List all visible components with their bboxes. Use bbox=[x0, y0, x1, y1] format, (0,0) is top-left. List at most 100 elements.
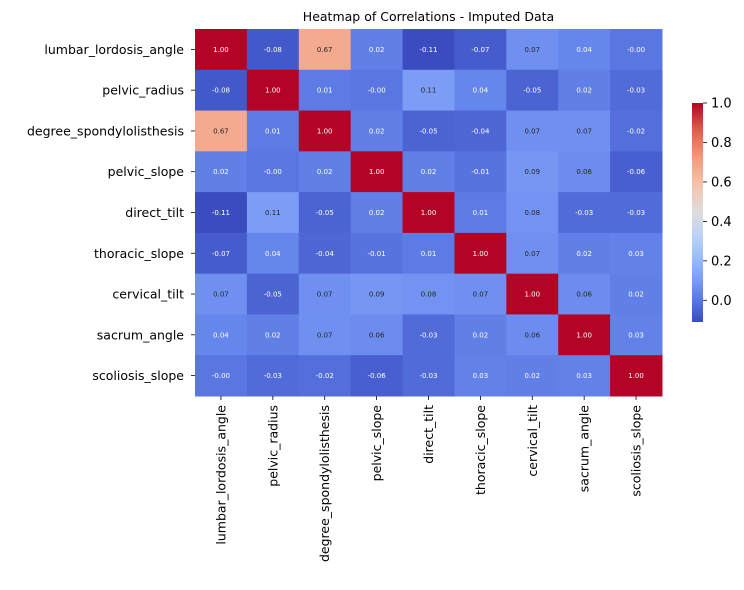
heatmap-cell bbox=[298, 151, 352, 193]
colorbar: 0.0 0.2 0.4 0.6 0.8 1.0 bbox=[692, 97, 732, 322]
x-tick-label: scoliosis_slope bbox=[629, 405, 644, 497]
x-tick-label: direct_tilt bbox=[421, 405, 436, 464]
heatmap-cell bbox=[506, 151, 559, 193]
cell-annotation: 0.03 bbox=[576, 372, 592, 380]
cell-annotation: -0.06 bbox=[368, 372, 387, 380]
heatmap-cell bbox=[454, 192, 507, 234]
heatmap-cell bbox=[350, 273, 404, 315]
cell-annotation: 0.02 bbox=[473, 331, 489, 339]
heatmap-cell bbox=[610, 192, 663, 234]
cell-annotation: -0.03 bbox=[264, 372, 282, 380]
heatmap-cells bbox=[195, 29, 663, 397]
heatmap-cell bbox=[610, 355, 663, 397]
heatmap-cell bbox=[506, 192, 559, 234]
cell-annotation: 0.03 bbox=[628, 331, 644, 339]
heatmap-cell bbox=[195, 151, 248, 193]
heatmap-cell bbox=[298, 69, 352, 112]
heatmap-cell bbox=[454, 110, 507, 152]
cell-annotation: 0.04 bbox=[213, 331, 229, 339]
cell-annotation: 0.67 bbox=[317, 46, 333, 54]
x-tick-label: lumbar_lordosis_angle bbox=[213, 405, 228, 545]
y-tick-label: sacrum_angle bbox=[97, 327, 185, 342]
heatmap-cell bbox=[350, 314, 404, 356]
heatmap-cell bbox=[246, 69, 300, 112]
cell-annotation: 1.00 bbox=[473, 250, 489, 258]
heatmap-cell bbox=[506, 355, 559, 397]
cell-annotation: 1.00 bbox=[265, 87, 281, 95]
cell-annotation: -0.01 bbox=[471, 168, 489, 176]
heatmap-cell bbox=[350, 355, 404, 397]
heatmap-cell bbox=[298, 29, 352, 71]
heatmap-cell bbox=[402, 314, 455, 356]
heatmap-cell bbox=[195, 192, 248, 234]
cell-annotations: 1.00 -0.08 0.67 0.02 -0.11 -0.07 0.07 0.04 -0.00… bbox=[212, 46, 646, 380]
cell-annotation: -0.03 bbox=[419, 372, 437, 380]
heatmap-cell bbox=[610, 314, 663, 356]
heatmap-cell bbox=[402, 29, 455, 71]
cell-annotation: -0.08 bbox=[264, 46, 282, 54]
heatmap-cell bbox=[246, 232, 300, 275]
cell-annotation: -0.03 bbox=[575, 209, 593, 217]
y-tick-label: pelvic_radius bbox=[102, 83, 184, 98]
heatmap-cell bbox=[558, 273, 611, 315]
cell-annotation: 0.02 bbox=[421, 168, 437, 176]
heatmap-cell bbox=[350, 29, 404, 71]
y-tick-label: cervical_tilt bbox=[112, 287, 184, 302]
cell-annotation: 0.09 bbox=[369, 291, 385, 299]
cell-annotation: -0.02 bbox=[627, 127, 645, 135]
colorbar-tick-label: 0.8 bbox=[711, 136, 732, 151]
cell-annotation: 0.07 bbox=[317, 291, 333, 299]
y-tick-label: direct_tilt bbox=[125, 205, 184, 220]
cell-annotation: 0.11 bbox=[421, 87, 437, 95]
cell-annotation: 0.07 bbox=[524, 250, 540, 258]
cell-annotation: 0.02 bbox=[369, 127, 385, 135]
cell-annotation: -0.03 bbox=[627, 209, 645, 217]
heatmap-cell bbox=[454, 29, 507, 71]
y-tick-labels: lumbar_lordosis_angle pelvic_radiusdegree… bbox=[27, 42, 195, 383]
cell-annotation: -0.00 bbox=[264, 168, 282, 176]
heatmap-cell bbox=[610, 110, 663, 152]
cell-annotation: 0.01 bbox=[317, 87, 333, 95]
cell-annotation: 0.06 bbox=[576, 168, 592, 176]
heatmap-cell bbox=[246, 110, 300, 152]
heatmap-cell bbox=[454, 69, 507, 112]
cell-annotation: -0.06 bbox=[627, 168, 646, 176]
heatmap-cell bbox=[402, 355, 455, 397]
heatmap-cell bbox=[195, 314, 248, 356]
cell-annotation: 0.02 bbox=[213, 168, 229, 176]
x-tick-label: cervical_tilt bbox=[525, 405, 540, 477]
heatmap-cell bbox=[298, 273, 352, 315]
cell-annotation: 0.01 bbox=[421, 250, 437, 258]
y-tick-label: thoracic_slope bbox=[94, 246, 184, 261]
cell-annotation: 0.07 bbox=[473, 291, 489, 299]
heatmap-cell bbox=[298, 110, 352, 152]
cell-annotation: -0.02 bbox=[316, 372, 334, 380]
cell-annotation: 0.02 bbox=[369, 46, 385, 54]
cell-annotation: 0.07 bbox=[576, 127, 592, 135]
heatmap-cell bbox=[195, 29, 248, 71]
heatmap-cell bbox=[195, 232, 248, 275]
x-tick-label: degree_spondylolisthesis bbox=[317, 405, 332, 562]
cell-annotation: 0.06 bbox=[524, 331, 540, 339]
heatmap-cell bbox=[298, 314, 352, 356]
cell-annotation: -0.05 bbox=[264, 291, 282, 299]
heatmap-cell bbox=[610, 29, 663, 71]
cell-annotation: 0.11 bbox=[265, 209, 281, 217]
cell-annotation: 1.00 bbox=[576, 331, 592, 339]
x-tick-label: pelvic_radius bbox=[265, 405, 280, 487]
cell-annotation: -0.05 bbox=[316, 209, 334, 217]
colorbar-tick-label: 0.2 bbox=[711, 254, 732, 269]
heatmap-cell bbox=[454, 151, 507, 193]
heatmap-cell bbox=[610, 151, 663, 193]
heatmap-cell bbox=[610, 69, 663, 112]
x-tick-label: sacrum_angle bbox=[577, 405, 592, 493]
colorbar-tick-label: 1.0 bbox=[711, 97, 732, 112]
cell-annotation: -0.03 bbox=[419, 331, 437, 339]
cell-annotation: 0.09 bbox=[524, 168, 540, 176]
cell-annotation: -0.00 bbox=[212, 372, 230, 380]
cell-annotation: 0.04 bbox=[576, 46, 592, 54]
cell-annotation: 0.07 bbox=[213, 291, 229, 299]
heatmap-cell bbox=[454, 355, 507, 397]
heatmap-cell bbox=[298, 355, 352, 397]
cell-annotation: -0.05 bbox=[419, 127, 437, 135]
